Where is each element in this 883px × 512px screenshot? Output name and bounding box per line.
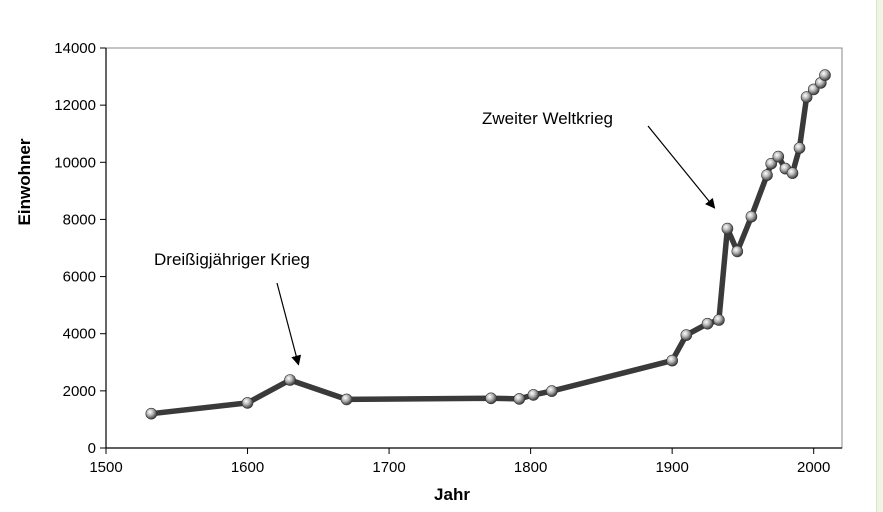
data-point bbox=[145, 407, 158, 420]
data-point bbox=[761, 169, 773, 181]
data-point bbox=[527, 389, 540, 401]
data-point bbox=[721, 222, 734, 235]
x-tick-label: 1500 bbox=[89, 459, 122, 476]
data-point bbox=[680, 329, 693, 341]
data-point bbox=[713, 314, 725, 326]
data-point bbox=[666, 354, 679, 367]
data-point bbox=[819, 69, 831, 81]
x-tick-label: 1800 bbox=[514, 459, 547, 476]
window-edge bbox=[876, 0, 883, 512]
data-point bbox=[745, 210, 758, 223]
annotation-arrow-zweiter-weltkrieg bbox=[647, 125, 716, 209]
x-tick-label: 2000 bbox=[797, 459, 830, 476]
y-tick-label: 4000 bbox=[63, 326, 96, 343]
data-point bbox=[701, 317, 714, 330]
y-tick-label: 10000 bbox=[54, 154, 96, 171]
annotation-label-zweiter-weltkrieg: Zweiter Weltkrieg bbox=[482, 109, 613, 128]
data-point bbox=[513, 393, 526, 405]
data-point bbox=[765, 157, 778, 170]
data-point-markers bbox=[145, 69, 831, 420]
x-tick-label: 1700 bbox=[372, 459, 405, 476]
x-tick-label: 1900 bbox=[655, 459, 688, 476]
data-point bbox=[241, 397, 254, 409]
x-axis-ticks: 1500 1600 1700 1800 1900 2000 bbox=[89, 448, 830, 476]
annotation-arrow-dreissigjaehriger-krieg bbox=[276, 282, 302, 366]
y-tick-label: 12000 bbox=[54, 97, 96, 114]
data-point bbox=[340, 393, 353, 406]
y-axis-title: Einwohner bbox=[15, 138, 34, 225]
data-point bbox=[793, 142, 806, 154]
x-tick-label: 1600 bbox=[231, 459, 264, 476]
plot-area bbox=[105, 47, 843, 449]
data-point bbox=[772, 150, 785, 163]
y-tick-label: 2000 bbox=[63, 383, 96, 400]
y-tick-label: 6000 bbox=[63, 269, 96, 286]
data-point bbox=[786, 167, 799, 179]
y-tick-label: 8000 bbox=[63, 211, 96, 228]
annotation-thirty-years-war: Dreißigjähriger Krieg bbox=[154, 250, 310, 366]
annotation-label-dreissigjaehriger-krieg: Dreißigjähriger Krieg bbox=[154, 250, 310, 269]
data-point bbox=[731, 245, 744, 258]
data-point bbox=[284, 374, 296, 386]
annotation-world-war-two: Zweiter Weltkrieg bbox=[482, 109, 716, 209]
y-tick-label: 0 bbox=[88, 440, 96, 457]
data-point bbox=[545, 385, 558, 397]
y-axis-ticks: 0 2000 4000 6000 8000 10000 12000 14000 bbox=[54, 40, 106, 457]
data-point bbox=[485, 392, 497, 405]
x-axis-title: Jahr bbox=[434, 485, 470, 504]
data-point bbox=[800, 91, 813, 103]
y-tick-label: 14000 bbox=[54, 40, 96, 57]
